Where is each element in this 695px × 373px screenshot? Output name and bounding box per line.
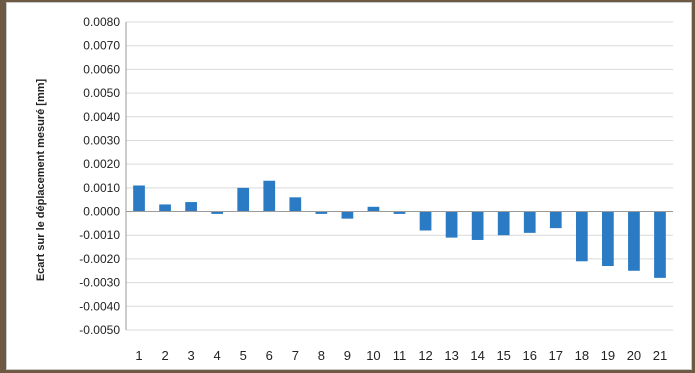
y-tick-label: 0.0040 xyxy=(83,110,120,124)
bar-13 xyxy=(445,211,458,238)
x-tick-label: 21 xyxy=(653,348,667,363)
x-tick-label: 3 xyxy=(188,348,195,363)
y-tick-labels: 0.0080 0.0070 0.0060 0.0050 0.0040 0.0030 0.00… xyxy=(79,15,120,337)
bar-18 xyxy=(575,211,588,262)
x-tick-label: 15 xyxy=(496,348,510,363)
bar-1 xyxy=(133,185,145,212)
x-tick-label: 19 xyxy=(601,348,615,363)
y-tick-label: -0.0020 xyxy=(79,252,120,266)
x-tick-label: 17 xyxy=(549,348,563,363)
bar-4 xyxy=(211,211,224,214)
y-tick-label: 0.0030 xyxy=(83,133,120,147)
bar-5 xyxy=(237,187,250,212)
bar-6 xyxy=(263,180,276,212)
x-tick-label: 11 xyxy=(393,348,407,363)
y-tick-label: 0.0070 xyxy=(83,39,120,53)
y-tick-label: 0.0000 xyxy=(83,205,120,219)
y-tick-label: -0.0030 xyxy=(79,276,120,290)
y-tick-label: 0.0050 xyxy=(83,86,120,100)
y-tick-label: 0.0080 xyxy=(83,15,120,29)
y-tick-label: -0.0010 xyxy=(79,228,120,242)
x-tick-label: 8 xyxy=(318,348,325,363)
bar-chart: 0.0080 0.0070 0.0060 0.0050 0.0040 0.0030 0.00… xyxy=(35,15,673,363)
chart-frame: 0.0080 0.0070 0.0060 0.0050 0.0040 0.0030 0.00… xyxy=(6,2,692,370)
bar-19 xyxy=(602,211,614,267)
grid-lines xyxy=(126,21,673,331)
x-tick-label: 4 xyxy=(214,348,221,363)
x-tick-label: 5 xyxy=(240,348,247,363)
x-tick-label: 12 xyxy=(418,348,432,363)
bar-10 xyxy=(367,206,380,212)
x-tick-label: 13 xyxy=(444,348,458,363)
bar-11 xyxy=(393,211,406,214)
y-tick-label: -0.0040 xyxy=(79,299,120,313)
x-tick-label: 9 xyxy=(344,348,351,363)
bar-14 xyxy=(471,211,484,240)
x-tick-label: 16 xyxy=(523,348,537,363)
y-tick-label: 0.0020 xyxy=(83,157,120,171)
axes xyxy=(125,22,673,330)
bar-3 xyxy=(185,202,197,212)
bar-12 xyxy=(419,211,432,231)
bar-16 xyxy=(523,211,536,233)
x-tick-label: 18 xyxy=(575,348,589,363)
y-tick-label: 0.0060 xyxy=(83,62,120,76)
bar-9 xyxy=(341,211,354,219)
x-tick-label: 6 xyxy=(266,348,273,363)
x-tick-label: 1 xyxy=(135,348,142,363)
x-tick-label: 10 xyxy=(366,348,380,363)
y-tick-label: -0.0050 xyxy=(79,323,120,337)
bar-8 xyxy=(315,211,328,214)
x-tick-label: 2 xyxy=(161,348,168,363)
bar-17 xyxy=(549,211,562,229)
bar-2 xyxy=(159,204,171,212)
bars xyxy=(133,180,666,278)
bar-15 xyxy=(497,211,510,236)
bar-7 xyxy=(289,197,302,212)
bar-21 xyxy=(654,211,666,278)
x-tick-labels: 1 2 3 4 5 6 7 8 9 10 11 12 13 14 15 16 17 18 19 20 21 xyxy=(135,348,667,363)
x-tick-label: 20 xyxy=(627,348,641,363)
y-axis-title: Ecart sur le déplacement mesuré [mm] xyxy=(35,78,47,281)
y-tick-label: 0.0010 xyxy=(83,181,120,195)
x-tick-label: 7 xyxy=(292,348,299,363)
x-tick-label: 14 xyxy=(470,348,484,363)
bar-20 xyxy=(628,211,640,271)
